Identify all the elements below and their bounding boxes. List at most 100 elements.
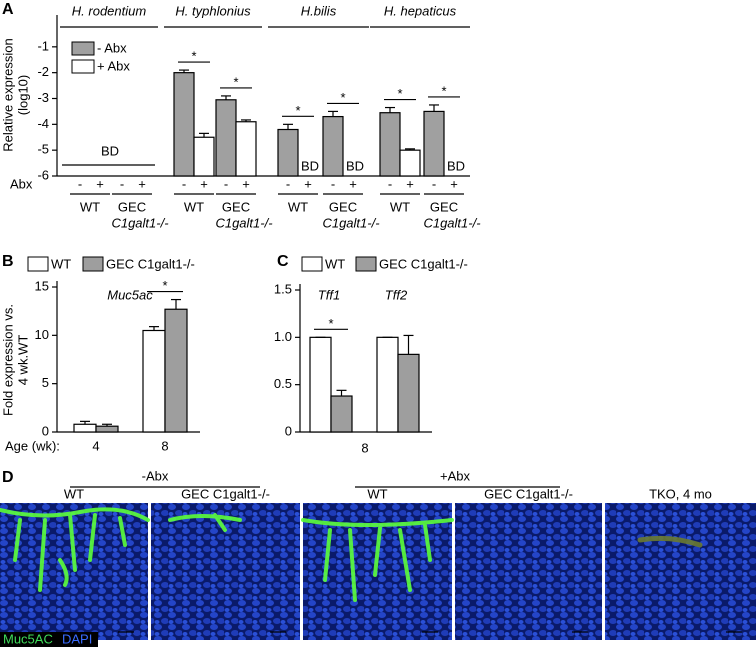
y-tick-label: -2 — [37, 64, 49, 79]
x-tick-label: 8 — [161, 438, 168, 453]
bar — [330, 395, 353, 433]
y-tick-label: -6 — [37, 167, 49, 182]
bar — [173, 72, 195, 177]
treatment-mark: + — [200, 176, 208, 191]
bar — [142, 329, 166, 433]
significance-star: * — [397, 86, 402, 101]
legend-swatch — [27, 256, 49, 272]
micrograph — [151, 503, 300, 640]
species-title: H. typhlonius — [175, 3, 251, 18]
legend-label: GEC C1galt1-/- — [379, 256, 468, 271]
x-tick-label: GEC — [430, 199, 458, 214]
treatment-mark: + — [349, 176, 357, 191]
y-tick-label: -3 — [37, 90, 49, 105]
treatment-mark: - — [388, 176, 392, 191]
x-tick-label: GEC — [329, 199, 357, 214]
genotype-label: C1galt1-/- — [322, 215, 380, 230]
significance-star: * — [191, 49, 196, 64]
panel-label: C — [277, 253, 289, 270]
muc5ac-stain — [168, 513, 242, 532]
species-title: H.bilis — [301, 3, 337, 18]
y-tick-label: -4 — [37, 116, 49, 131]
stain-label: DAPI — [62, 631, 92, 646]
micrograph-label: GEC C1galt1-/- — [484, 486, 573, 501]
bar — [399, 149, 421, 177]
treatment-mark: + — [450, 176, 458, 191]
x-tick-label: WT — [80, 199, 100, 214]
significance-star: * — [162, 278, 167, 293]
panel-label: B — [2, 253, 14, 270]
micrograph — [455, 503, 602, 640]
genotype-label: C1galt1-/- — [111, 215, 169, 230]
bar — [193, 136, 215, 177]
muc5ac-stain — [0, 507, 150, 592]
treatment-mark: + — [138, 176, 146, 191]
treatment-mark: - — [432, 176, 436, 191]
y-tick-label: 0.5 — [274, 376, 292, 391]
bar — [235, 121, 257, 177]
significance-star: * — [233, 74, 238, 89]
muc5ac-stain — [301, 518, 454, 602]
treatment-mark: - — [286, 176, 290, 191]
y-axis-label: (log10) — [15, 75, 30, 115]
legend-label: GEC C1galt1-/- — [106, 256, 195, 271]
treatment-mark: - — [182, 176, 186, 191]
micrograph-label: WT — [367, 486, 387, 501]
bar — [397, 353, 420, 433]
y-tick-label: -1 — [37, 38, 49, 53]
treatment-header: -Abx — [142, 468, 169, 483]
genotype-label: C1galt1-/- — [215, 215, 273, 230]
treatment-mark: - — [78, 176, 82, 191]
chart-subtitle: Muc5ac — [107, 287, 153, 302]
y-axis-label: Relative expression — [0, 38, 15, 151]
micrograph-label: TKO, 4 mo — [649, 486, 712, 501]
micrograph — [605, 503, 756, 640]
stain-label: Muc5AC — [3, 631, 53, 646]
treatment-mark: + — [304, 176, 312, 191]
treatment-mark: - — [331, 176, 335, 191]
significance-star: * — [340, 90, 345, 105]
species-title: H. hepaticus — [384, 3, 457, 18]
legend-swatch — [71, 59, 95, 74]
category-label: Tff2 — [385, 287, 408, 302]
bar — [379, 112, 401, 177]
y-tick-label: 5 — [42, 375, 49, 390]
micrograph-label: WT — [64, 486, 84, 501]
legend-swatch — [71, 41, 95, 56]
bar — [277, 128, 299, 177]
bar — [164, 308, 188, 433]
bar — [322, 115, 344, 177]
treatment-mark: + — [406, 176, 414, 191]
bar — [309, 336, 332, 433]
y-tick-label: 15 — [35, 278, 49, 293]
panel-label: D — [2, 469, 14, 486]
y-tick-label: -5 — [37, 142, 49, 157]
genotype-label: C1galt1-/- — [423, 215, 481, 230]
significance-star: * — [441, 83, 446, 98]
bd-label: BD — [301, 158, 319, 173]
y-tick-label: 1.5 — [274, 281, 292, 296]
treatment-header: +Abx — [440, 468, 470, 483]
muc5ac-stain — [637, 535, 703, 548]
legend-label: WT — [325, 256, 345, 271]
treatment-mark: + — [96, 176, 104, 191]
bar — [95, 425, 119, 433]
y-axis-label: 4 wk.WT — [15, 335, 30, 386]
x-tick-label: WT — [288, 199, 308, 214]
bar — [376, 336, 399, 433]
species-title: H. rodentium — [72, 3, 147, 18]
x-axis-label: 8 — [361, 440, 368, 455]
y-axis-label: Fold expression vs. — [0, 304, 15, 416]
x-tick-label: WT — [390, 199, 410, 214]
x-axis-label: Age (wk): — [5, 438, 60, 453]
treatment-mark: - — [224, 176, 228, 191]
legend-swatch — [355, 256, 377, 272]
bar — [73, 423, 97, 433]
legend-swatch — [301, 256, 323, 272]
x-tick-label: GEC — [222, 199, 250, 214]
bd-label: BD — [101, 143, 119, 158]
y-tick-label: 10 — [35, 327, 49, 342]
y-tick-label: 0 — [285, 423, 292, 438]
bar — [215, 99, 237, 177]
